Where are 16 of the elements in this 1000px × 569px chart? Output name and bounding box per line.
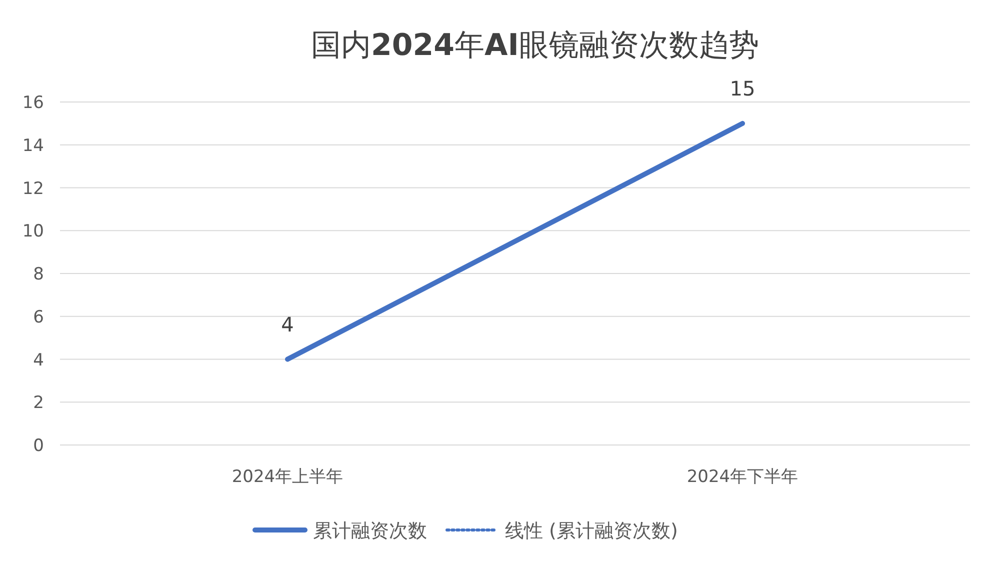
chart-title: 国内2024年AI眼镜融资次数趋势 bbox=[311, 28, 759, 63]
y-tick-label: 2 bbox=[33, 393, 44, 414]
data-label: 4 bbox=[281, 312, 294, 336]
legend-label: 累计融资次数 bbox=[313, 520, 427, 542]
x-tick-label: 2024年下半年 bbox=[686, 467, 798, 487]
y-tick-label: 12 bbox=[22, 178, 44, 199]
y-tick-label: 8 bbox=[33, 264, 44, 284]
y-tick-label: 10 bbox=[22, 222, 44, 242]
data-label: 15 bbox=[730, 76, 756, 100]
y-tick-label: 0 bbox=[33, 436, 44, 456]
x-tick-label: 2024年上半年 bbox=[232, 467, 344, 487]
y-tick-label: 6 bbox=[33, 307, 44, 328]
y-tick-label: 14 bbox=[22, 136, 44, 156]
y-tick-label: 4 bbox=[33, 350, 44, 370]
legend-label: 线性 (累计融资次数) bbox=[505, 520, 678, 542]
y-tick-label: 16 bbox=[22, 93, 44, 113]
